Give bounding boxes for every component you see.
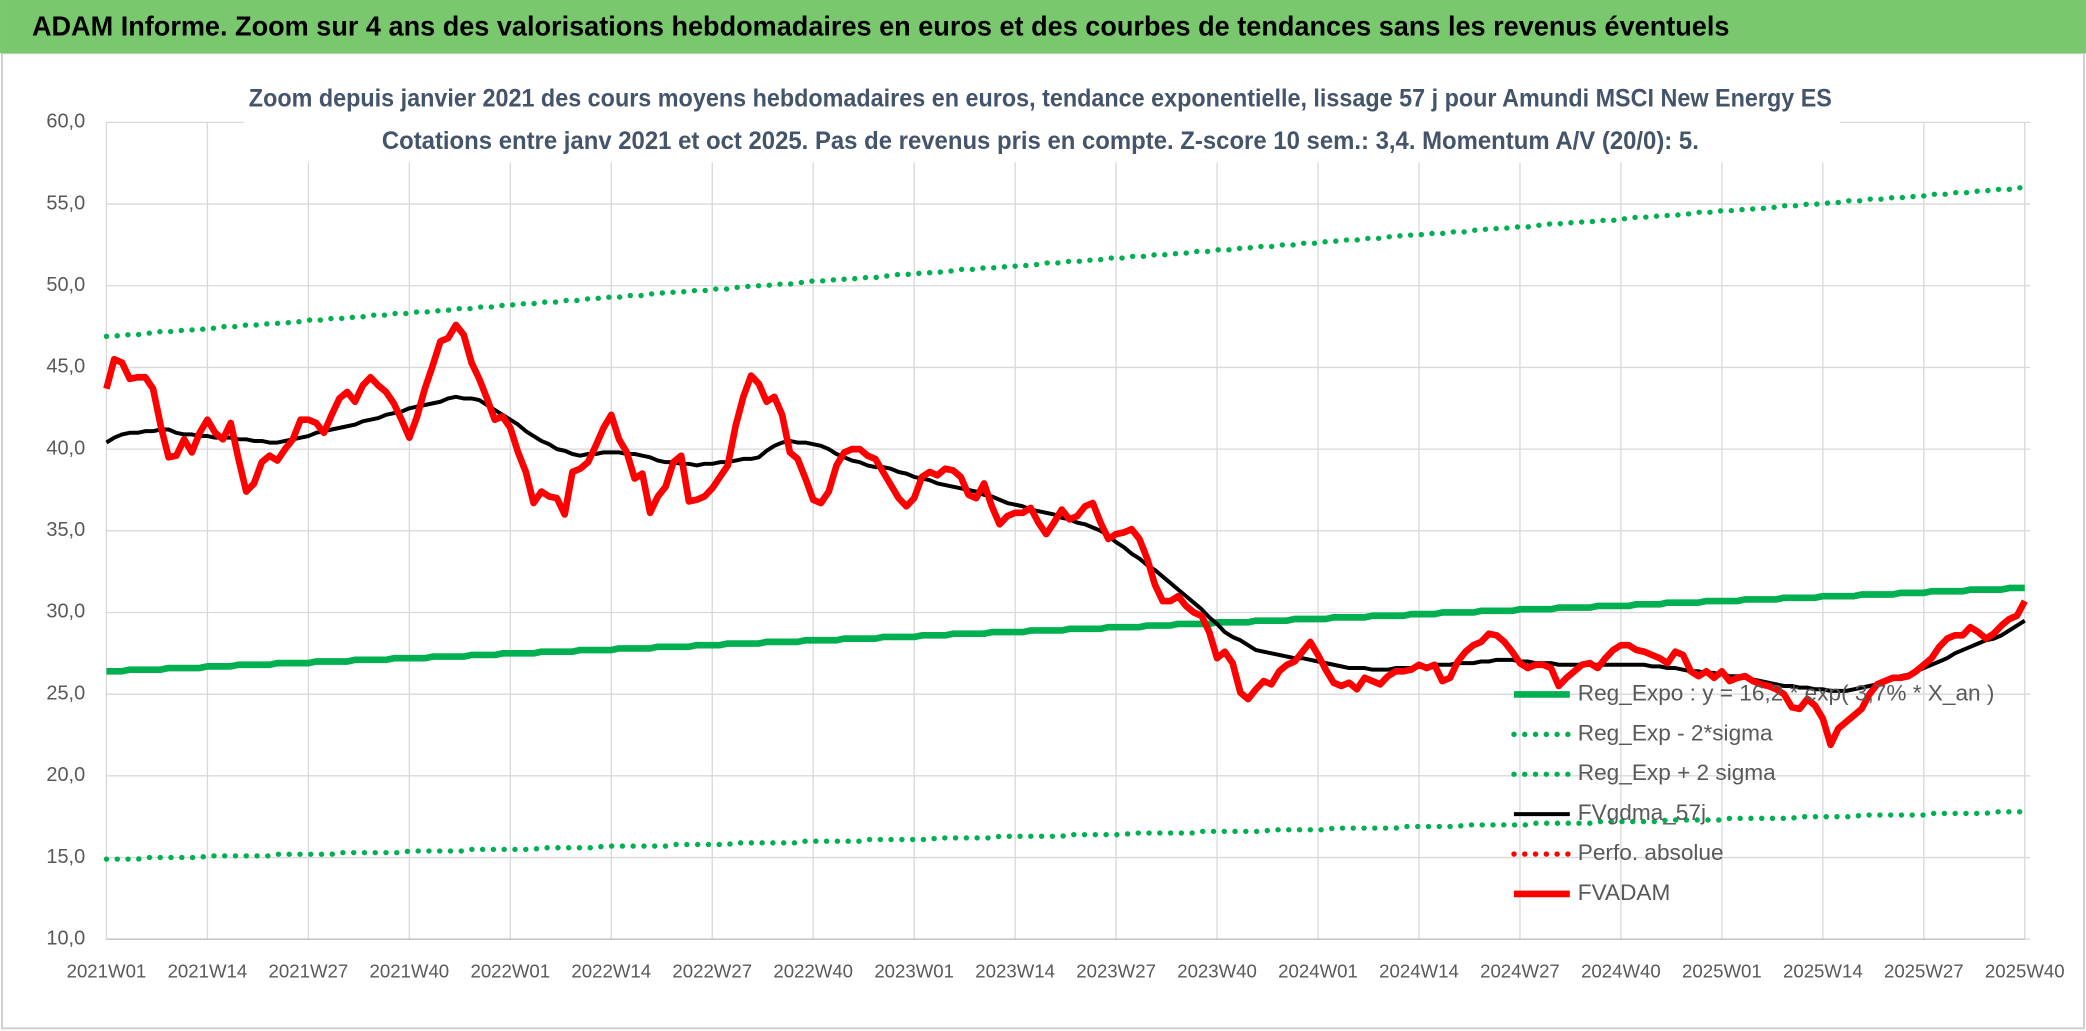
header-bar (0, 0, 2086, 54)
x-tick-label: 2021W01 (67, 960, 147, 981)
y-tick-label: 25,0 (46, 682, 85, 704)
x-tick-label: 2025W14 (1783, 960, 1863, 981)
x-tick-label: 2025W40 (1985, 960, 2065, 981)
x-tick-label: 2024W14 (1379, 960, 1459, 981)
y-tick-label: 20,0 (46, 764, 85, 786)
y-tick-label: 45,0 (46, 356, 85, 378)
legend: Reg_Expo : y = 16,2 * exp( 3,7% * X_an )… (1511, 680, 1995, 905)
y-tick-label: 50,0 (46, 274, 85, 296)
x-tick-label: 2022W40 (773, 960, 853, 981)
title-background (243, 79, 1840, 163)
x-tick-label: 2025W01 (1682, 960, 1762, 981)
series-line (106, 584, 2025, 675)
y-tick-label: 10,0 (46, 927, 85, 949)
legend-label: Perfo. absolue (1578, 840, 1724, 865)
y-tick-label: 55,0 (46, 192, 85, 214)
x-tick-label: 2021W14 (168, 960, 248, 981)
series-line (103, 809, 2028, 862)
y-tick-label: 60,0 (46, 111, 85, 133)
chart-subtitle: Zoom depuis janvier 2021 des cours moyen… (249, 84, 1832, 112)
x-tick-label: 2023W40 (1177, 960, 1257, 981)
plot-area: 10,0 15,0 20,0 25,0 30,0 35,0 40,0 45,0 50,0 55,0… (46, 111, 2064, 982)
x-tick-label: 2022W27 (672, 960, 752, 981)
x-tick-label: 2023W27 (1076, 960, 1156, 981)
x-tick-label: 2025W27 (1884, 960, 1964, 981)
legend-label: Reg_Expo : y = 16,2 * exp( 3,7% * X_an ) (1578, 680, 1995, 705)
x-tick-label: 2021W27 (269, 960, 349, 981)
x-tick-label: 2023W14 (975, 960, 1055, 981)
legend-label: Reg_Exp + 2 sigma (1578, 760, 1776, 785)
y-tick-label: 35,0 (46, 519, 85, 541)
chart-subtitle: Cotations entre janv 2021 et oct 2025. P… (382, 127, 1699, 155)
x-tick-label: 2024W27 (1480, 960, 1560, 981)
y-tick-label: 30,0 (46, 601, 85, 623)
y-tick-label: 15,0 (46, 846, 85, 868)
y-tick-label: 40,0 (46, 437, 85, 459)
legend-label: FVADAM (1578, 880, 1671, 905)
x-tick-label: 2022W14 (571, 960, 651, 981)
x-tick-label: 2022W01 (470, 960, 550, 981)
x-tick-label: 2021W40 (370, 960, 450, 981)
x-tick-label: 2024W01 (1278, 960, 1358, 981)
x-tick-label: 2023W01 (874, 960, 954, 981)
legend-label: FVgdma_57j (1578, 800, 1706, 825)
x-tick-label: 2024W40 (1581, 960, 1661, 981)
series-line (103, 321, 2028, 749)
header-title: ADAM Informe. Zoom sur 4 ans des valoris… (32, 10, 1729, 41)
series-line (103, 185, 2028, 340)
legend-label: Reg_Exp - 2*sigma (1578, 720, 1773, 745)
